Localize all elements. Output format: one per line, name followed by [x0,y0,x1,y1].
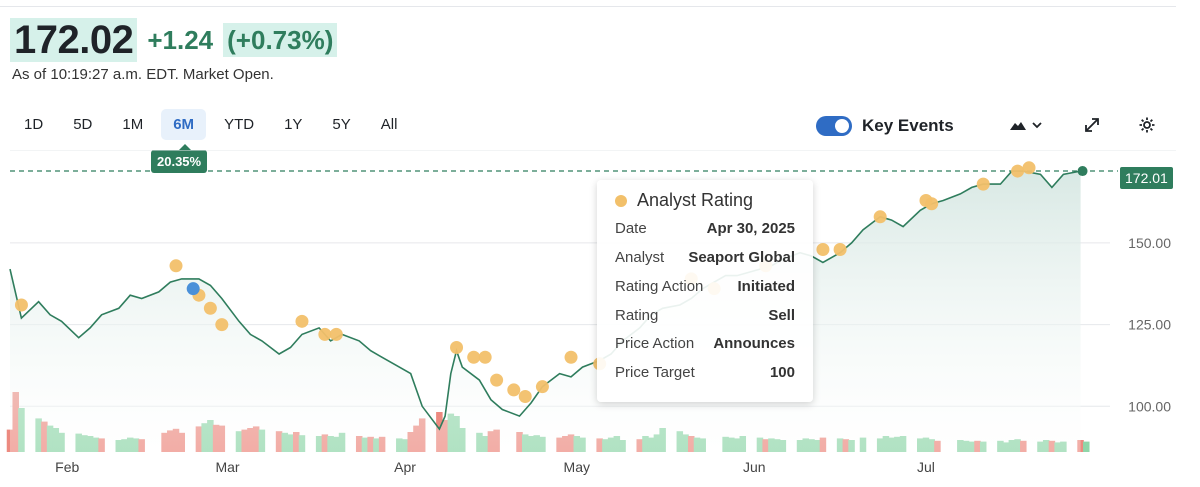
x-tick-label: Apr [394,459,416,475]
y-tick-label: 100.00 [1128,398,1171,414]
x-tick-label: May [564,459,590,475]
key-events-label: Key Events [862,116,954,135]
analyst-event-marker [14,298,28,312]
analyst-event-marker [518,389,532,403]
analyst-event-marker [295,314,309,328]
analyst-dot-icon [615,194,627,207]
range-6m[interactable]: 6M [161,109,207,140]
quote-header: 172.02 +1.24 (+0.73%) [10,18,338,62]
tooltip-key: Analyst [615,249,665,266]
range-5d[interactable]: 5D [73,116,93,133]
tooltip-value: Sell [768,307,795,324]
analyst-rating-tooltip: Analyst Rating Date Apr 30, 2025 Analyst S… [597,180,813,402]
tooltip-row: Price Target 100 [615,364,795,381]
key-events-control: Key Events [816,116,954,136]
range-selector: 1D 5D 1M 6M YTD 1Y 5Y All [12,109,415,140]
tooltip-row: Date Apr 30, 2025 [615,220,795,237]
x-tick-label: Feb [55,459,79,475]
analyst-event-marker [467,350,481,364]
toggle-knob [835,119,849,133]
tooltip-key: Date [615,220,647,237]
analyst-event-marker [925,197,939,211]
tooltip-value: Announces [713,335,795,352]
tooltip-row: Price Action Announces [615,335,795,352]
analyst-event-marker [1022,161,1036,175]
last-price-label: 172.01 [1120,167,1173,189]
range-1d[interactable]: 1D [24,116,44,133]
tooltip-key: Price Target [615,364,695,381]
x-axis-labels: Feb Mar Apr May Jun Jul [55,459,935,475]
key-events-toggle[interactable] [816,116,852,136]
y-tick-label: 125.00 [1128,317,1171,333]
price-area [10,171,1081,452]
analyst-event-marker [564,350,578,364]
mountain-chart-icon[interactable] [1008,116,1044,139]
tooltip-value: 100 [769,364,795,381]
event-marker-blue [186,282,200,296]
last-price: 172.02 [10,18,138,62]
analyst-event-marker [215,318,229,332]
x-tick-label: Mar [215,459,239,475]
analyst-event-marker [490,373,504,387]
y-axis-labels: 100.00 125.00 150.00 [1128,235,1171,414]
analyst-event-marker [816,242,830,256]
x-tick-label: Jun [743,459,766,475]
top-divider [0,6,1176,7]
tooltip-header: Analyst Rating [615,190,753,211]
tooltip-value: Initiated [737,278,795,295]
range-5y[interactable]: 5Y [332,116,351,133]
y-tick-label: 150.00 [1128,235,1171,251]
tooltip-title: Analyst Rating [637,190,754,210]
tooltip-value: Apr 30, 2025 [706,220,795,237]
gear-icon[interactable] [1138,116,1156,139]
x-tick-label: Jul [917,459,935,475]
analyst-event-marker [873,210,887,224]
analyst-event-marker [318,327,332,341]
tooltip-key: Rating [615,307,659,324]
volume-bar [1083,441,1090,452]
analyst-event-marker [833,242,847,256]
price-line [9,170,1081,431]
period-performance-badge: 20.35% [151,144,208,173]
analyst-event-marker [169,259,183,273]
range-all[interactable]: All [380,116,398,133]
analyst-event-marker [507,383,521,397]
range-1y[interactable]: 1Y [284,116,303,133]
analyst-event-marker [1011,164,1025,178]
tooltip-key: Rating Action [615,278,704,295]
tooltip-row: Analyst Seaport Global [615,249,795,266]
tooltip-value: Seaport Global [688,249,795,266]
analyst-event-marker [535,380,549,394]
analyst-event-marker [478,350,492,364]
price-change: +1.24 [147,24,214,55]
tooltip-row: Rating Action Initiated [615,278,795,295]
analyst-event-marker [450,340,464,354]
range-ytd[interactable]: YTD [224,116,255,133]
tooltip-key: Price Action [615,335,695,352]
price-change-percent: (+0.73%) [223,23,338,57]
last-price-dot [1077,166,1088,177]
analyst-event-marker [329,327,343,341]
tooltip-row: Rating Sell [615,307,795,324]
range-1m[interactable]: 1M [122,116,144,133]
expand-icon[interactable] [1083,116,1101,139]
analyst-event-marker [203,301,217,315]
quote-timestamp: As of 10:19:27 a.m. EDT. Market Open. [12,66,274,83]
analyst-event-marker [976,177,990,191]
